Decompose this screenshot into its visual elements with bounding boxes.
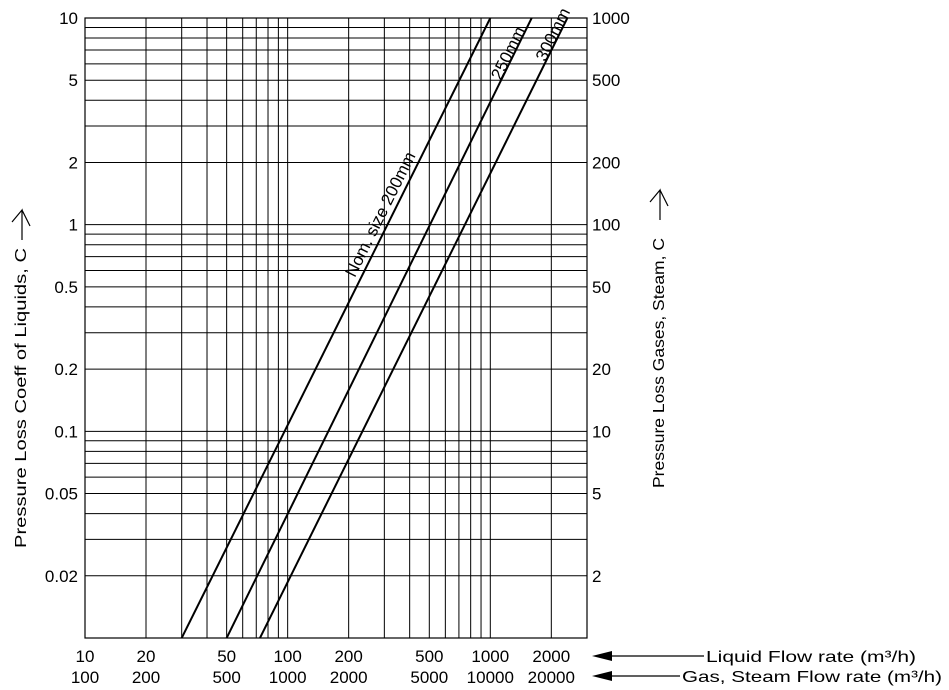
x-tick-label: 2000: [532, 647, 570, 666]
x-tick-label: 10: [76, 647, 95, 666]
y-tick-label: 0.5: [54, 278, 78, 297]
x2-axis-arrow-head: [592, 671, 612, 681]
y2-tick-label: 200: [592, 153, 620, 172]
x-axis-arrow-head: [592, 651, 612, 661]
y2-tick-label: 500: [592, 71, 620, 90]
x2-tick-label: 10000: [467, 668, 514, 687]
y-tick-label: 1: [69, 216, 78, 235]
x-axis-label: Liquid Flow rate (m³/h): [706, 649, 916, 666]
y-axis-label-group: Pressure Loss Coeff of Liquids, C: [13, 248, 30, 548]
x2-tick-label: 5000: [410, 668, 448, 687]
series-line-1: [180, 18, 492, 638]
x2-tick-label: 2000: [330, 668, 368, 687]
y-tick-label: 5: [69, 71, 78, 90]
x-tick-label: 1000: [471, 647, 509, 666]
y2-tick-label: 20: [592, 360, 611, 379]
y-axis-label: Pressure Loss Coeff of Liquids, C: [13, 248, 30, 548]
x2-tick-label: 500: [212, 668, 240, 687]
series-label-2: 250mm: [487, 24, 529, 83]
series-label-1: Nom. size 200mm: [341, 149, 419, 280]
y2-tick-label: 5: [592, 485, 601, 504]
x2-tick-label: 200: [132, 668, 160, 687]
y-axis-arrow: [11, 208, 31, 240]
series-label-group: 300mm: [532, 5, 574, 64]
y2-axis-label: Pressure Loss Gases, Steam, C: [651, 238, 668, 488]
x2-axis-label: Gas, Steam Flow rate (m³/h): [682, 669, 942, 686]
x2-tick-label: 100: [71, 668, 99, 687]
x-tick-label: 20: [137, 647, 156, 666]
y2-tick-label: 2: [592, 567, 601, 586]
y2-tick-label: 100: [592, 216, 620, 235]
y-tick-label: 0.2: [54, 360, 78, 379]
x-tick-label: 50: [217, 647, 236, 666]
series-line-2: [225, 18, 533, 638]
y-tick-label: 2: [69, 153, 78, 172]
x-tick-label: 200: [334, 647, 362, 666]
grid-lines: [85, 18, 587, 638]
x2-tick-label: 20000: [528, 668, 575, 687]
y2-axis-label-group: Pressure Loss Gases, Steam, C: [651, 238, 668, 488]
y2-tick-label: 10: [592, 422, 611, 441]
y2-axis-arrow: [649, 188, 669, 220]
y-tick-label: 0.02: [45, 567, 78, 586]
y-tick-label: 0.1: [54, 422, 78, 441]
tick-labels: 10 5 2 1 0.5 0.2 0.1 0.05 0.02 1000 500 200 100 50 20 1…: [45, 9, 630, 687]
x-tick-label: 100: [273, 647, 301, 666]
x-tick-label: 500: [415, 647, 443, 666]
series-label-group: Nom. size 200mm: [341, 149, 419, 280]
series-line-3: [259, 18, 569, 638]
series-label-group: 250mm: [487, 24, 529, 83]
y-tick-label: 0.05: [45, 485, 78, 504]
y2-tick-label: 50: [592, 278, 611, 297]
y2-tick-label: 1000: [592, 9, 630, 28]
plot-frame: [84, 17, 588, 639]
series-label-3: 300mm: [532, 5, 574, 64]
y-tick-label: 10: [59, 9, 78, 28]
x2-tick-label: 1000: [269, 668, 307, 687]
